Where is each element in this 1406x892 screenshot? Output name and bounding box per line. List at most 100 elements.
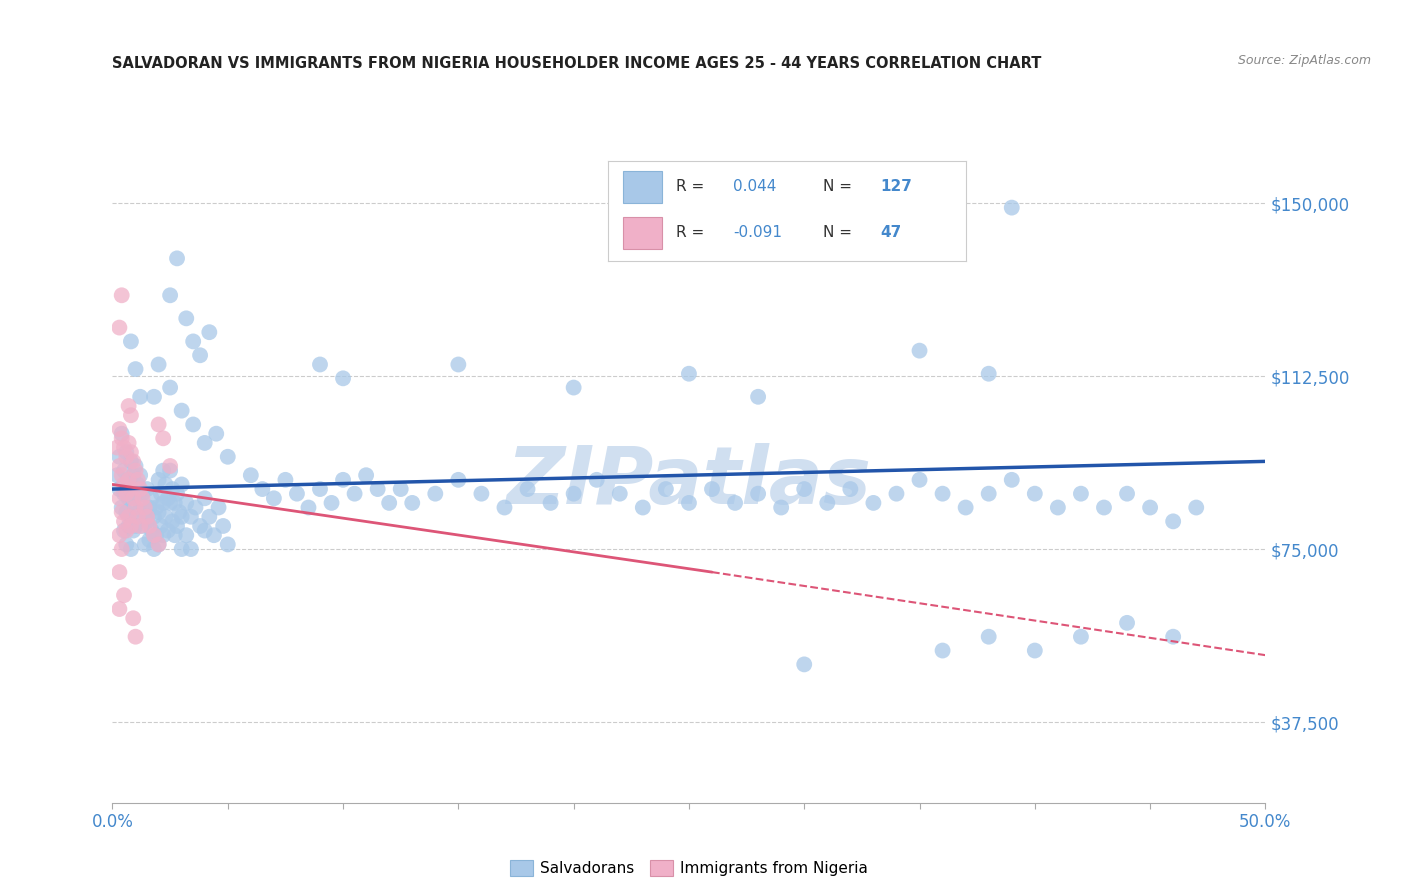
Point [170,542,193,557]
Point [205,426,228,441]
Point [1070,630,1092,644]
Point [163,496,186,510]
Point [1070,486,1092,500]
Point [148,537,170,551]
Point [152,496,174,510]
Point [141,524,163,538]
Point [129,482,152,496]
Point [148,505,170,519]
Point [115,537,138,551]
Point [111,500,134,515]
Point [166,252,188,266]
Text: ZIPatlas: ZIPatlas [506,442,872,521]
Point [198,325,221,339]
Point [131,486,153,500]
Point [202,528,225,542]
Point [108,458,131,473]
Point [263,491,285,506]
Point [747,390,769,404]
Point [159,458,181,473]
Point [1139,500,1161,515]
Point [152,528,174,542]
Point [793,657,815,672]
Point [297,500,319,515]
Point [129,519,152,533]
Text: -0.091: -0.091 [734,226,782,240]
Point [162,482,184,496]
Point [136,509,159,524]
Point [124,464,146,478]
Point [108,320,131,334]
Point [274,473,297,487]
Point [977,486,1000,500]
Point [655,482,678,496]
Point [108,450,131,464]
Point [470,486,492,500]
Point [122,524,145,538]
Point [159,496,181,510]
Point [124,486,146,500]
Point [180,509,202,524]
Point [931,486,953,500]
Point [111,542,134,557]
Point [129,390,152,404]
Point [117,436,139,450]
Point [516,482,538,496]
Point [127,509,149,524]
Point [112,464,135,478]
Point [977,630,1000,644]
Point [111,288,134,302]
Point [425,486,447,500]
Point [198,509,221,524]
Point [138,533,160,547]
Point [112,441,135,455]
Point [108,565,131,579]
Point [120,445,142,459]
Text: 127: 127 [880,179,911,194]
Point [120,542,142,557]
Point [159,464,181,478]
Point [143,542,166,557]
Point [724,496,747,510]
Point [159,380,181,394]
Point [148,537,170,551]
Point [115,486,138,500]
Point [156,524,179,538]
Point [252,482,274,496]
Point [1024,486,1046,500]
Point [134,500,156,515]
Point [117,473,139,487]
Point [631,500,654,515]
Point [115,445,138,459]
Point [108,602,131,616]
Point [977,367,1000,381]
Point [136,482,159,496]
Point [120,334,142,349]
Point [122,496,145,510]
Point [136,514,159,528]
Point [111,426,134,441]
Point [309,358,332,372]
Point [194,436,217,450]
Point [117,509,139,524]
Point [115,505,138,519]
Bar [623,217,662,249]
Point [217,450,239,464]
Point [117,519,139,533]
Point [770,500,793,515]
Point [1001,473,1024,487]
Point [1185,500,1208,515]
Point [170,403,193,417]
Point [1092,500,1115,515]
Point [678,496,700,510]
Text: 47: 47 [880,226,901,240]
Point [155,509,177,524]
Point [148,417,170,432]
Point [367,482,389,496]
Text: R =: R = [676,226,709,240]
Point [112,524,135,538]
Point [1001,201,1024,215]
Point [112,486,135,500]
Point [149,486,172,500]
Point [143,528,166,542]
